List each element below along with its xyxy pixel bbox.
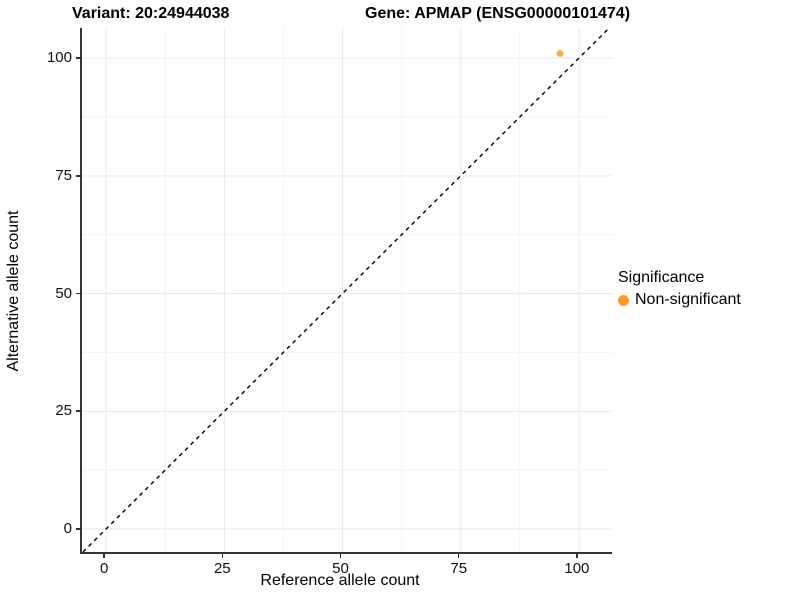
legend-point-icon bbox=[618, 294, 629, 306]
plot-canvas bbox=[82, 28, 612, 552]
y-tick-mark bbox=[76, 528, 80, 530]
legend-items: Non-significant bbox=[618, 291, 741, 309]
y-tick-label: 100 bbox=[46, 49, 72, 67]
identity-dashed-line bbox=[82, 28, 610, 552]
x-axis-title: Reference allele count bbox=[260, 572, 420, 589]
y-tick-label: 50 bbox=[55, 284, 72, 302]
x-tick-mark bbox=[221, 554, 224, 558]
legend-item: Non-significant bbox=[618, 291, 741, 309]
legend-item-label: Non-significant bbox=[635, 291, 741, 308]
x-tick-label: 50 bbox=[332, 560, 349, 577]
plot-title-variant: Variant: 20:24944038 bbox=[72, 5, 230, 22]
y-tick-label: 25 bbox=[55, 402, 72, 420]
y-tick-mark bbox=[76, 175, 80, 177]
y-tick-mark bbox=[76, 410, 80, 412]
x-tick-label: 0 bbox=[99, 560, 109, 577]
legend-title: Significance bbox=[618, 269, 705, 286]
x-tick-label: 75 bbox=[450, 560, 468, 577]
y-tick-mark bbox=[76, 57, 80, 59]
y-tick-label: 75 bbox=[55, 166, 72, 184]
data-point bbox=[556, 49, 564, 57]
x-tick-mark bbox=[457, 554, 460, 558]
y-tick-mark bbox=[76, 292, 80, 295]
x-tick-mark bbox=[339, 554, 342, 558]
plot-title-gene: Gene: APMAP (ENSG00000101474) bbox=[365, 5, 631, 22]
y-axis-title: Alternative allele count bbox=[5, 210, 22, 372]
y-tick-label: 0 bbox=[63, 519, 72, 537]
plot-panel bbox=[80, 28, 612, 554]
x-tick-label: 25 bbox=[213, 560, 231, 577]
legend: Significance Non-significant bbox=[618, 269, 741, 309]
x-tick-label: 100 bbox=[564, 560, 590, 577]
x-tick-mark bbox=[103, 554, 105, 558]
x-tick-mark bbox=[576, 554, 578, 558]
